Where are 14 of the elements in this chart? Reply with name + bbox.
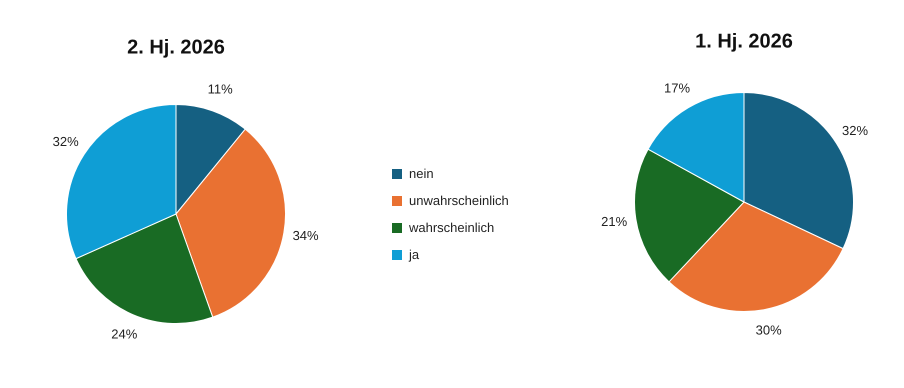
data-label: 32% [842, 123, 868, 138]
legend-label: ja [409, 247, 420, 262]
data-label: 17% [664, 80, 691, 96]
data-label: 34% [292, 228, 320, 243]
chart-title: 2. Hj. 2026 [127, 36, 225, 59]
legend-label: unwahrscheinlich [409, 193, 509, 208]
data-label: 24% [111, 326, 138, 342]
data-label: 21% [601, 214, 628, 230]
legend-label: wahrscheinlich [409, 220, 494, 235]
data-label: 11% [208, 82, 234, 97]
data-label: 32% [52, 134, 80, 150]
data-label: 30% [756, 322, 782, 338]
legend-label: nein [409, 166, 434, 181]
chart-title: 1. Hj. 2026 [695, 30, 793, 53]
